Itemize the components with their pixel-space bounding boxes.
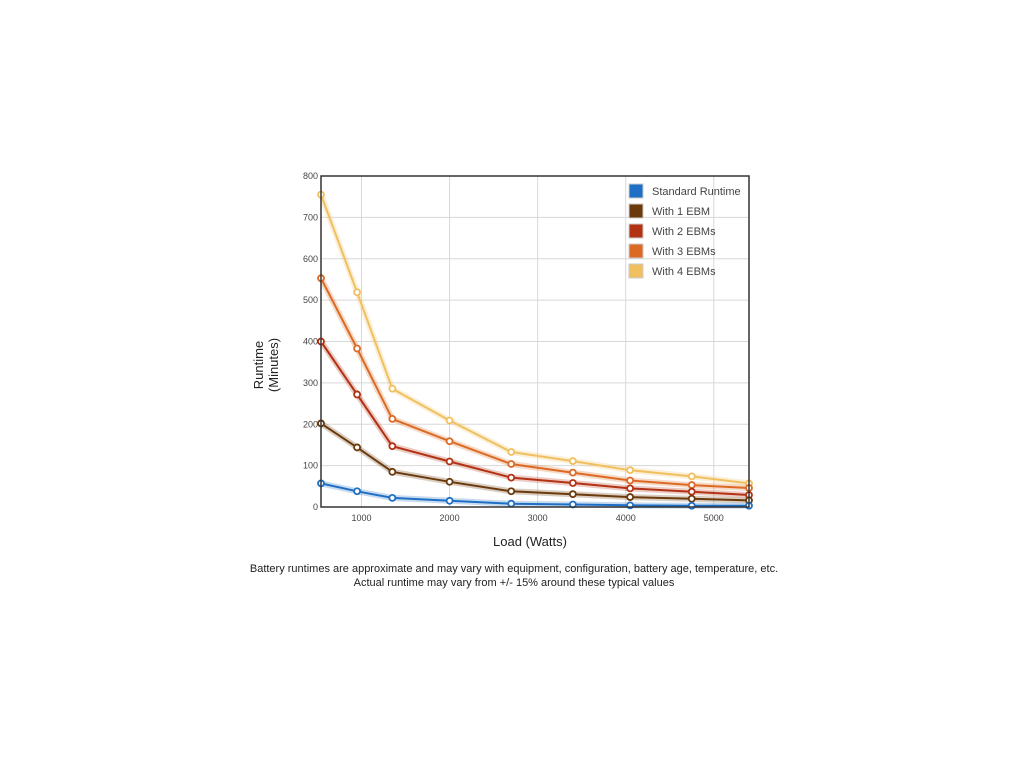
data-point (687, 481, 696, 489)
y-axis-ticks: 0 100 200 300 400 500 600 700 800 (303, 171, 318, 512)
y-tick-label: 200 (303, 419, 318, 429)
data-point (353, 288, 362, 297)
data-point (687, 487, 696, 496)
y-axis-label: Runtime (Minutes) (251, 338, 281, 392)
data-point (626, 493, 635, 501)
data-point (507, 448, 516, 456)
data-point (353, 443, 362, 452)
data-point (507, 473, 516, 482)
data-point (445, 457, 454, 466)
x-tick-label: 2000 (440, 513, 460, 523)
data-point (445, 477, 454, 486)
legend-label: Standard Runtime (652, 186, 741, 198)
x-axis-label: Load (Watts) (493, 534, 567, 549)
y-tick-label: 800 (303, 171, 318, 181)
legend-swatch (628, 263, 644, 279)
legend-swatch (628, 223, 644, 239)
data-point (445, 496, 454, 505)
data-point (353, 344, 362, 353)
legend-label: With 2 EBMs (652, 226, 716, 238)
data-point (388, 467, 397, 476)
y-tick-label: 600 (303, 254, 318, 264)
legend-label: With 3 EBMs (652, 246, 716, 258)
data-point (388, 414, 397, 423)
data-point (388, 493, 397, 502)
data-point (626, 466, 635, 475)
data-point (687, 501, 696, 510)
data-point (388, 384, 397, 393)
data-point (353, 487, 362, 496)
data-point (687, 494, 696, 503)
legend-label: With 4 EBMs (652, 266, 716, 278)
x-tick-label: 4000 (616, 513, 636, 523)
y-tick-label: 100 (303, 461, 318, 471)
data-point (388, 442, 397, 451)
x-axis-ticks: 1000 2000 3000 4000 5000 (351, 513, 723, 523)
data-point (626, 484, 635, 493)
data-point (568, 468, 577, 477)
legend-label: With 1 EBM (652, 206, 710, 218)
data-point (568, 457, 577, 465)
data-point (568, 479, 577, 487)
data-point (568, 490, 577, 499)
legend-swatch (628, 243, 644, 259)
y-tick-label: 300 (303, 378, 318, 388)
y-axis-label-line1: Runtime (251, 341, 266, 389)
data-point (507, 499, 516, 508)
y-tick-label: 700 (303, 212, 318, 222)
data-point (507, 487, 516, 496)
legend-swatch (628, 203, 644, 219)
y-tick-label: 0 (313, 502, 318, 512)
x-tick-label: 5000 (704, 513, 724, 523)
footnote-line-2: Actual runtime may vary from +/- 15% aro… (353, 577, 675, 589)
x-tick-label: 1000 (351, 513, 371, 523)
legend-swatch (628, 183, 644, 199)
data-point (353, 390, 362, 399)
data-point (626, 476, 635, 485)
data-point (687, 472, 696, 481)
data-point (445, 437, 454, 446)
y-tick-label: 400 (303, 337, 318, 347)
y-tick-label: 500 (303, 295, 318, 305)
plot-border (320, 175, 750, 508)
footnote-line-1: Battery runtimes are approximate and may… (249, 563, 779, 575)
y-axis-label-line2: (Minutes) (266, 338, 281, 392)
x-tick-label: 3000 (528, 513, 548, 523)
data-point (445, 416, 454, 425)
legend: Standard Runtime With 1 EBM With 2 EBMs Wit… (628, 183, 741, 279)
data-point (507, 460, 516, 468)
